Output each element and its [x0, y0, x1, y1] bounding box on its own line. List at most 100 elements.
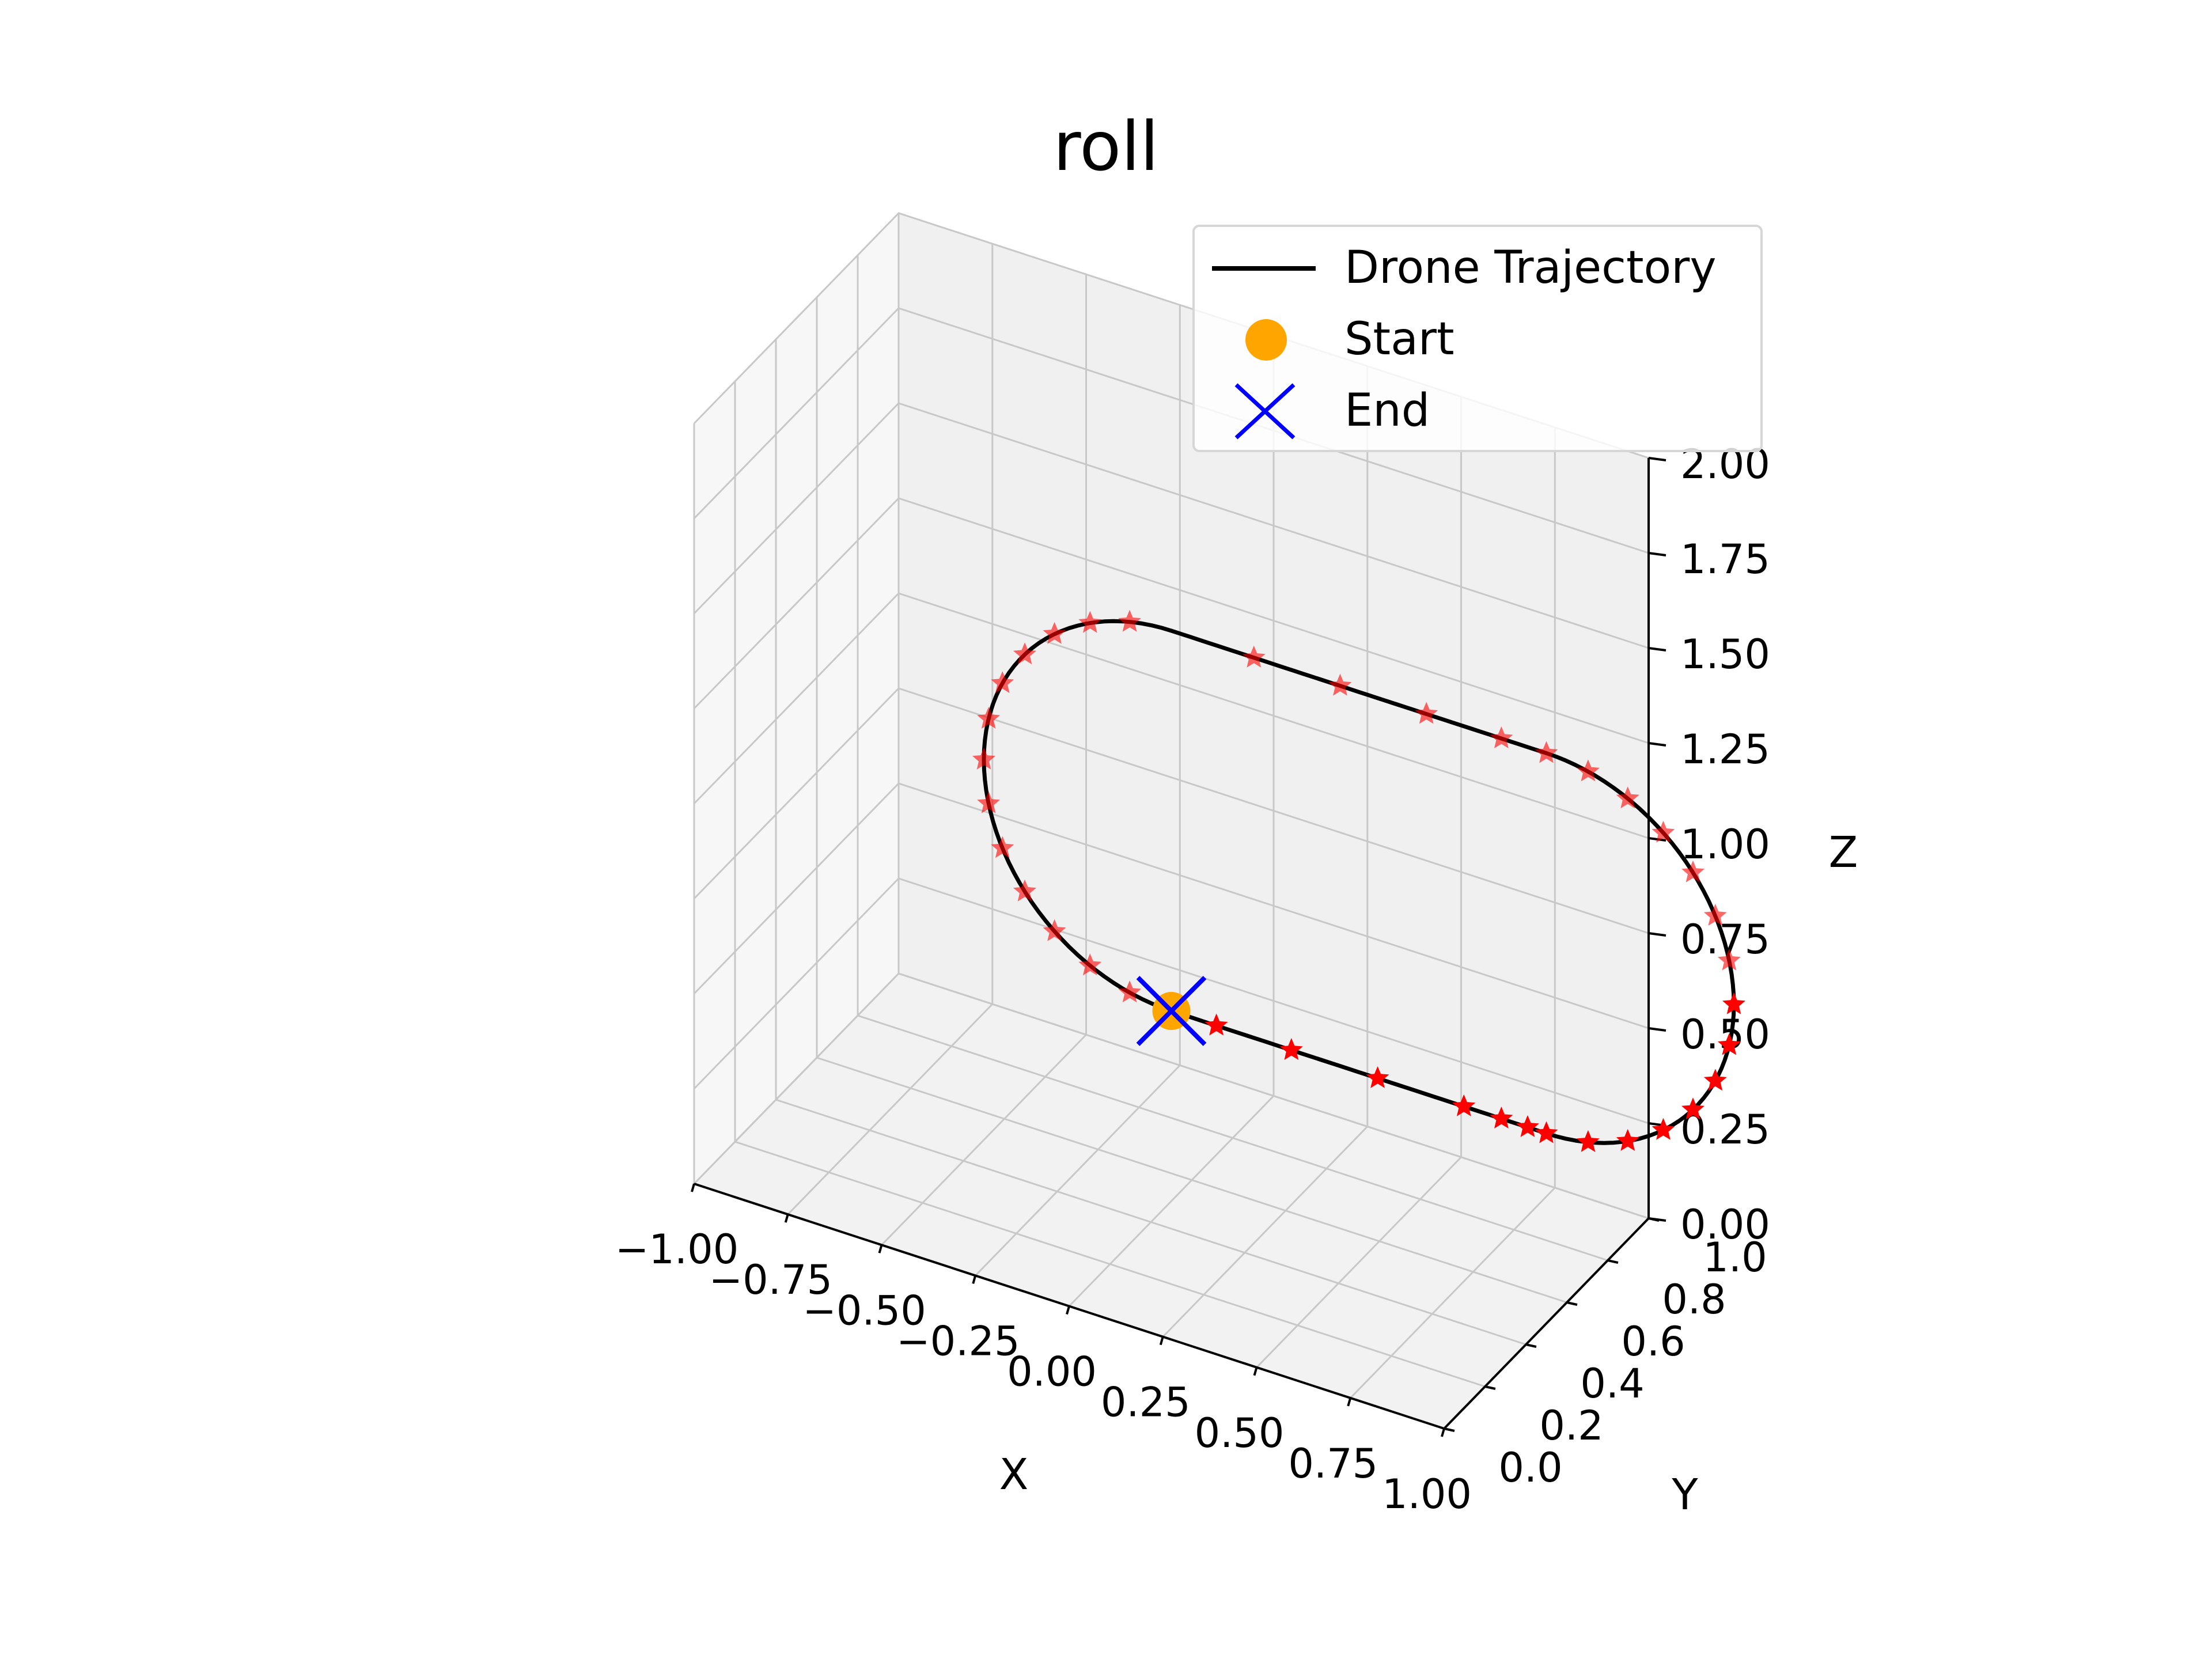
waypoint-star [1535, 741, 1558, 763]
waypoint-star [1415, 702, 1438, 724]
x-tick-label: −1.00 [615, 1226, 739, 1273]
waypoint-star [1681, 860, 1705, 882]
z-tick-label: 1.50 [1680, 631, 1770, 678]
z-tick-mark [1648, 742, 1666, 747]
gridline-z [693, 972, 1649, 1219]
gridline-z [693, 687, 1649, 934]
waypoint-star [1652, 820, 1675, 843]
waypoint-star [991, 836, 1014, 858]
waypoint-star [1703, 904, 1727, 926]
legend-label: Start [1344, 313, 1455, 365]
legend-entry-trajectory: Drone Trajectory [1195, 232, 1760, 295]
waypoint-star [1616, 1128, 1639, 1151]
x-tick-label: 0.25 [1101, 1379, 1191, 1426]
z-tick-mark [1648, 932, 1666, 937]
waypoint-star [1366, 1066, 1389, 1088]
legend-x-swatch [1234, 383, 1296, 440]
legend-circle-swatch [1245, 319, 1287, 361]
z-tick-mark [1648, 1217, 1666, 1222]
x-tick-mark [972, 1275, 977, 1284]
tick-marks [691, 457, 1666, 1437]
y-tick-mark [1566, 1301, 1578, 1306]
chart-title: roll [1053, 107, 1159, 186]
waypoint-star [1118, 609, 1141, 632]
waypoint-star [1013, 879, 1036, 902]
waypoint-star [977, 707, 1001, 729]
legend-label: End [1344, 385, 1430, 437]
gridline-z [693, 402, 1649, 649]
waypoint-star [1328, 673, 1352, 696]
y-axis-label: Y [1671, 1470, 1698, 1520]
waypoint-star [1535, 1121, 1558, 1143]
waypoint-star [972, 747, 995, 770]
x-tick-mark [784, 1214, 789, 1223]
z-tick-label: 1.00 [1680, 821, 1770, 868]
waypoint-star [1490, 726, 1513, 748]
tick-labels: −1.00−0.75−0.50−0.250.000.250.500.751.00… [615, 441, 1770, 1518]
legend-line-swatch [1212, 266, 1316, 271]
waypoint-star [1652, 1118, 1675, 1140]
z-tick-mark [1648, 552, 1666, 556]
waypoint-star [1043, 919, 1066, 941]
waypoint-star [1681, 1097, 1705, 1120]
y-tick-mark [1444, 1427, 1455, 1432]
waypoint-star [1577, 1130, 1600, 1152]
waypoint-star [1279, 1038, 1303, 1060]
y-tick-label: 0.4 [1580, 1360, 1644, 1407]
waypoint-star [1078, 953, 1102, 976]
z-tick-mark [1648, 1027, 1666, 1032]
x-tick-label: 0.00 [1007, 1349, 1097, 1396]
x-tick-mark [1066, 1305, 1070, 1315]
waypoint-star [1043, 622, 1066, 644]
x-tick-mark [1347, 1397, 1352, 1407]
gridline-z [693, 497, 1649, 744]
x-tick-mark [1441, 1428, 1445, 1437]
end-marker-stroke-2 [1136, 976, 1207, 1046]
y-tick-mark [1525, 1343, 1537, 1348]
waypoint-star [1616, 786, 1639, 809]
y-tick-label: 0.8 [1662, 1276, 1726, 1323]
x-tick-mark [1159, 1336, 1164, 1346]
y-axis-line [1443, 1217, 1650, 1430]
y-tick-mark [1607, 1259, 1619, 1264]
gridline-z [693, 782, 1649, 1029]
waypoint-markers [972, 609, 1745, 1152]
y-tick-label: 0.2 [1539, 1402, 1603, 1449]
waypoint-star [1013, 642, 1036, 665]
z-tick-label: 1.75 [1680, 536, 1770, 583]
gridline-z [693, 877, 1649, 1124]
z-tick-mark [1648, 457, 1666, 461]
waypoint-star [991, 671, 1014, 694]
gridline-z [693, 592, 1649, 839]
waypoint-star [1078, 611, 1102, 633]
legend-entry-end: End [1195, 374, 1760, 440]
waypoint-star [1452, 1094, 1476, 1116]
y-tick-label: 0.6 [1621, 1318, 1685, 1365]
y-tick-mark [1484, 1385, 1496, 1390]
x-tick-mark [1253, 1367, 1258, 1376]
grid-lines [693, 212, 1650, 1430]
waypoint-star [1205, 1013, 1228, 1036]
legend-label: Drone Trajectory [1344, 242, 1717, 294]
x-tick-label: −0.25 [896, 1317, 1020, 1365]
gridline-z [693, 307, 1649, 554]
waypoint-star [1516, 1115, 1539, 1137]
axis-labels: X Y Z [999, 828, 1858, 1520]
legend-entry-start: Start [1195, 303, 1760, 366]
y-tick-label: 0.0 [1498, 1444, 1562, 1491]
waypoint-star [1722, 992, 1745, 1014]
z-tick-label: 0.00 [1680, 1201, 1770, 1248]
waypoint-star [1703, 1069, 1727, 1091]
z-axis-label: Z [1829, 828, 1858, 877]
legend: Drone Trajectory Start End [1192, 225, 1763, 452]
waypoint-star [1242, 645, 1266, 668]
x-axis-label: X [999, 1450, 1029, 1499]
z-tick-label: 1.25 [1680, 726, 1770, 773]
x-tick-mark [878, 1244, 883, 1253]
x-tick-label: 0.75 [1288, 1440, 1378, 1487]
x-tick-label: −0.50 [802, 1287, 926, 1334]
z-tick-mark [1648, 647, 1666, 652]
waypoint-star [1717, 1033, 1741, 1055]
